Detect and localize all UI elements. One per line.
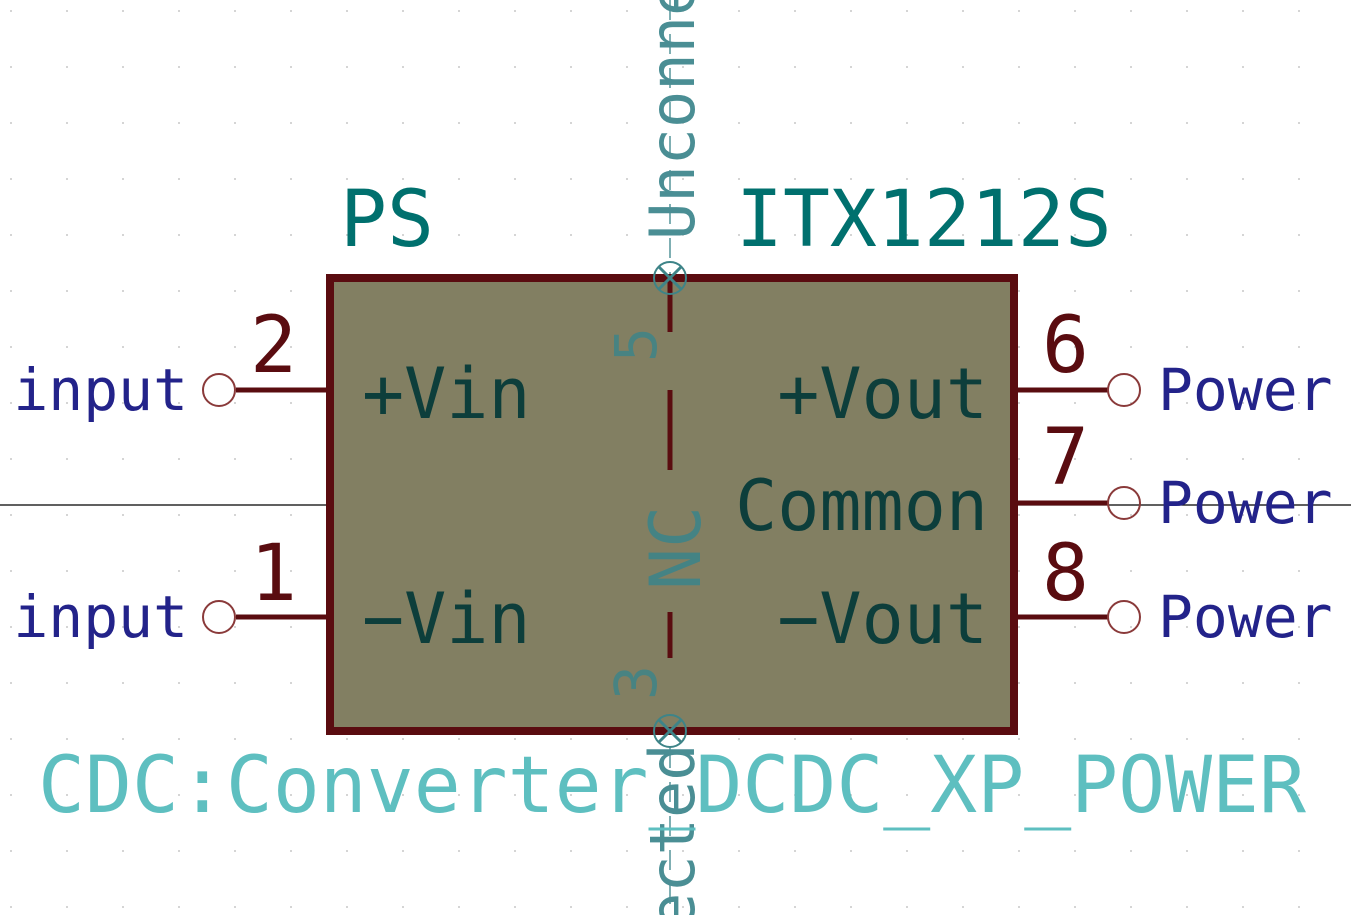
pin-number-7: 7 — [1042, 413, 1089, 503]
unconnected-label-bottom: ected — [636, 743, 709, 915]
net-label-vin-plus[interactable]: input — [13, 356, 188, 424]
component-reference[interactable]: PS — [340, 175, 434, 265]
pin-end-vin-plus[interactable] — [202, 373, 236, 407]
net-label-vin-minus[interactable]: input — [13, 583, 188, 651]
pin-end-common[interactable] — [1107, 486, 1141, 520]
component-value[interactable]: ITX1212S — [736, 175, 1112, 265]
nc-pin-name: NC — [635, 506, 717, 590]
pin-end-vin-minus[interactable] — [202, 600, 236, 634]
net-label-vout-plus[interactable]: Power — [1158, 356, 1333, 424]
pin-number-1: 1 — [250, 529, 297, 619]
pin-name-vin-minus: −Vin — [362, 578, 531, 660]
component-footprint[interactable]: CDC:Converter_DCDC_XP_POWER — [38, 741, 1306, 831]
pin-number-8: 8 — [1042, 529, 1089, 619]
net-label-common[interactable]: Power — [1158, 469, 1333, 537]
pin-number-6: 6 — [1042, 301, 1089, 391]
no-connect-marker-top[interactable] — [653, 261, 687, 295]
pin-number-2: 2 — [250, 301, 297, 391]
pin-name-common: Common — [735, 465, 988, 547]
net-label-vout-minus[interactable]: Power — [1158, 583, 1333, 651]
pin-name-vin-plus: +Vin — [362, 353, 531, 435]
no-connect-marker-bottom[interactable] — [653, 714, 687, 748]
unconnected-label-top: Unconne — [636, 0, 709, 240]
pin-name-vout-minus: −Vout — [777, 578, 988, 660]
pin-end-vout-minus[interactable] — [1107, 600, 1141, 634]
pin-end-vout-plus[interactable] — [1107, 373, 1141, 407]
pin-name-vout-plus: +Vout — [777, 353, 988, 435]
pin-number-3: 3 — [602, 665, 670, 700]
pin-number-5: 5 — [602, 327, 670, 362]
